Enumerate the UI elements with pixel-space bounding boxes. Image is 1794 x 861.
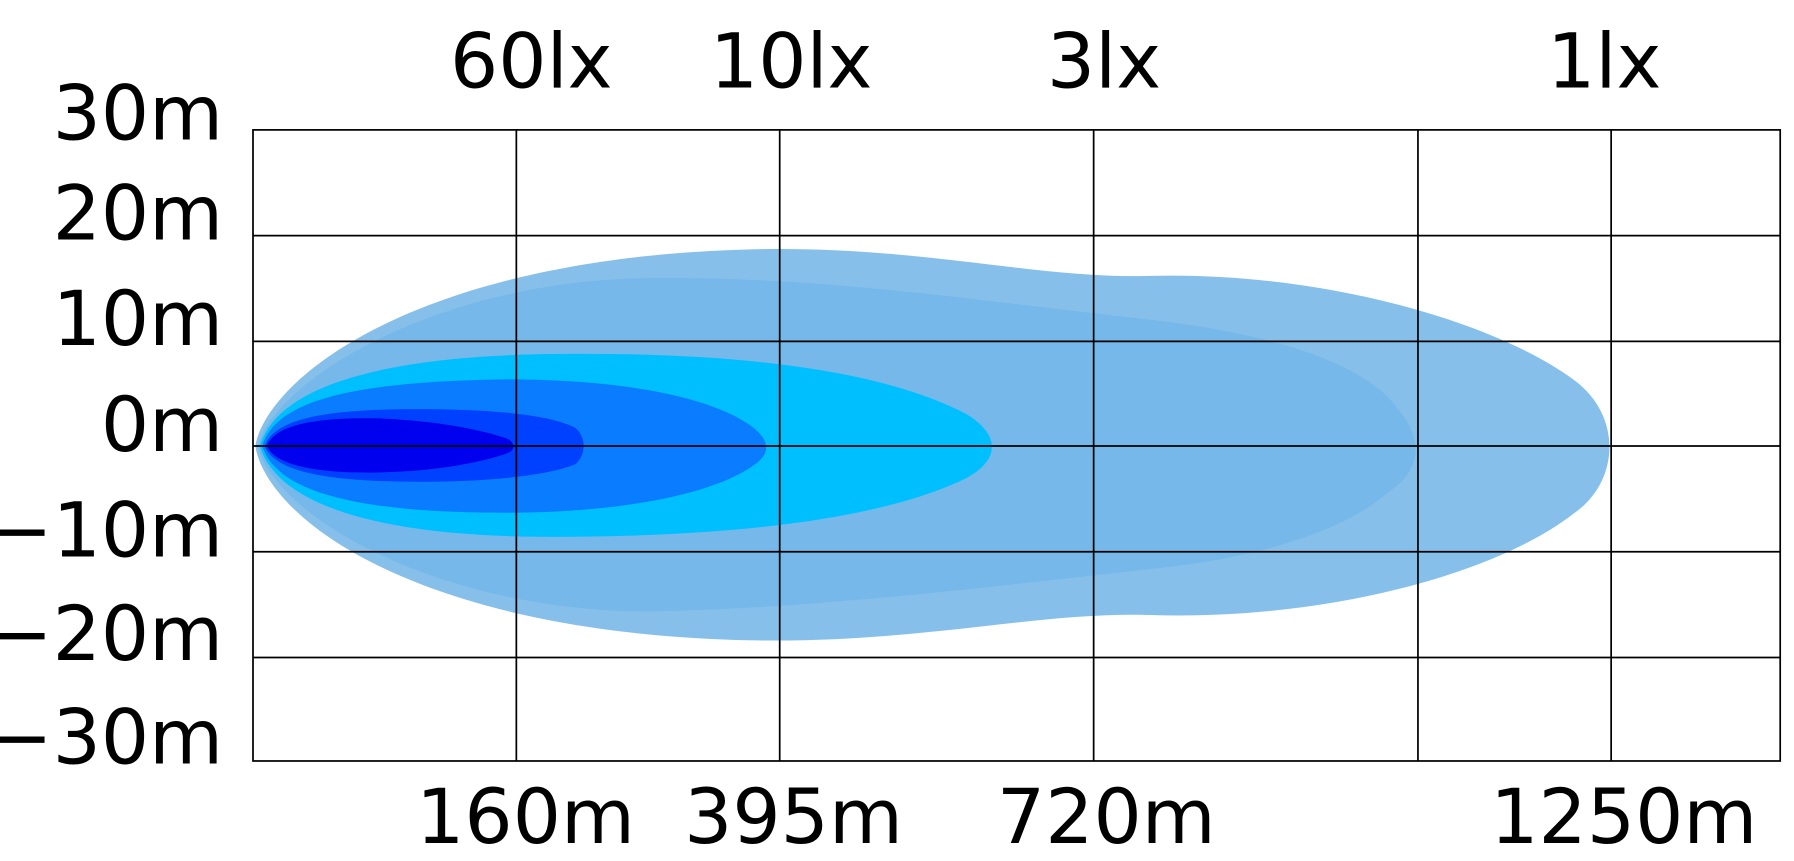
y-label: −10m <box>0 487 223 575</box>
distance-label: 160m <box>416 773 635 861</box>
distance-label: 395m <box>684 773 903 861</box>
distance-label: 720m <box>997 773 1216 861</box>
lux-label: 10lx <box>710 18 873 106</box>
distance-label: 1250m <box>1490 773 1757 861</box>
distance-labels: 160m 395m 720m 1250m <box>416 773 1757 861</box>
y-label: −20m <box>0 590 223 678</box>
y-labels: 30m 20m 10m 0m −10m −20m −30m <box>0 69 223 781</box>
y-label: 0m <box>101 381 223 469</box>
y-label: 20m <box>53 169 224 257</box>
lux-labels: 60lx 10lx 3lx 1lx <box>450 18 1661 106</box>
y-label: −30m <box>0 694 223 782</box>
grid <box>252 129 1782 762</box>
y-label: 30m <box>53 69 224 157</box>
lux-label: 3lx <box>1047 18 1161 106</box>
lux-label: 1lx <box>1547 18 1661 106</box>
lux-label: 60lx <box>450 18 613 106</box>
beam-contours <box>255 249 1610 641</box>
y-label: 10m <box>53 275 224 363</box>
